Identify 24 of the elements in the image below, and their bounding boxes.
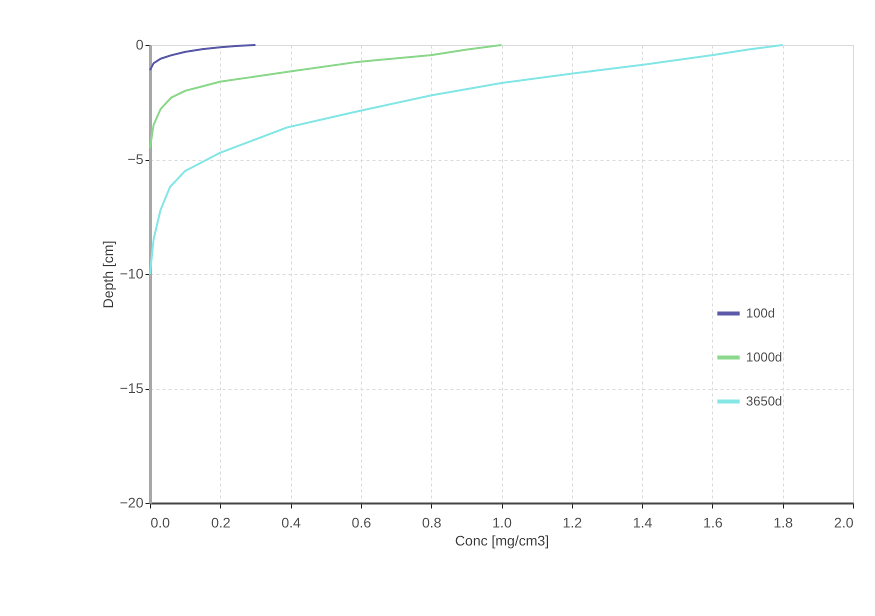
x-tick-label: 0.4 bbox=[281, 514, 302, 530]
x-tick-label: 2.0 bbox=[834, 514, 854, 530]
x-tick-label: 0.8 bbox=[422, 514, 442, 530]
x-tick-label: 1.2 bbox=[562, 514, 582, 530]
line-series bbox=[149, 44, 502, 150]
y-tick-label: −5 bbox=[128, 151, 144, 167]
line-series bbox=[149, 44, 256, 72]
y-tick-label: −10 bbox=[120, 266, 144, 282]
x-tick-label: 0.2 bbox=[211, 514, 231, 530]
legend-label: 3650d bbox=[746, 394, 782, 408]
line-series bbox=[149, 44, 784, 275]
x-axis-title: Conc [mg/cm3] bbox=[454, 532, 550, 548]
legend-label: 1000d bbox=[746, 350, 782, 364]
y-tick-label: −20 bbox=[120, 494, 144, 510]
x-tick-label: 0.0 bbox=[150, 514, 170, 530]
x-tick-label: 1.8 bbox=[773, 514, 794, 530]
y-tick-label: −15 bbox=[120, 380, 144, 396]
y-axis-title: Depth [cm] bbox=[100, 240, 116, 308]
y-tick-label: 0 bbox=[136, 36, 144, 52]
legend-label: 100d bbox=[746, 306, 775, 320]
x-tick-label: 1.0 bbox=[492, 514, 512, 530]
x-tick-label: 1.4 bbox=[632, 514, 653, 530]
x-tick-label: 1.6 bbox=[703, 514, 723, 530]
x-tick-label: 0.6 bbox=[352, 514, 372, 530]
